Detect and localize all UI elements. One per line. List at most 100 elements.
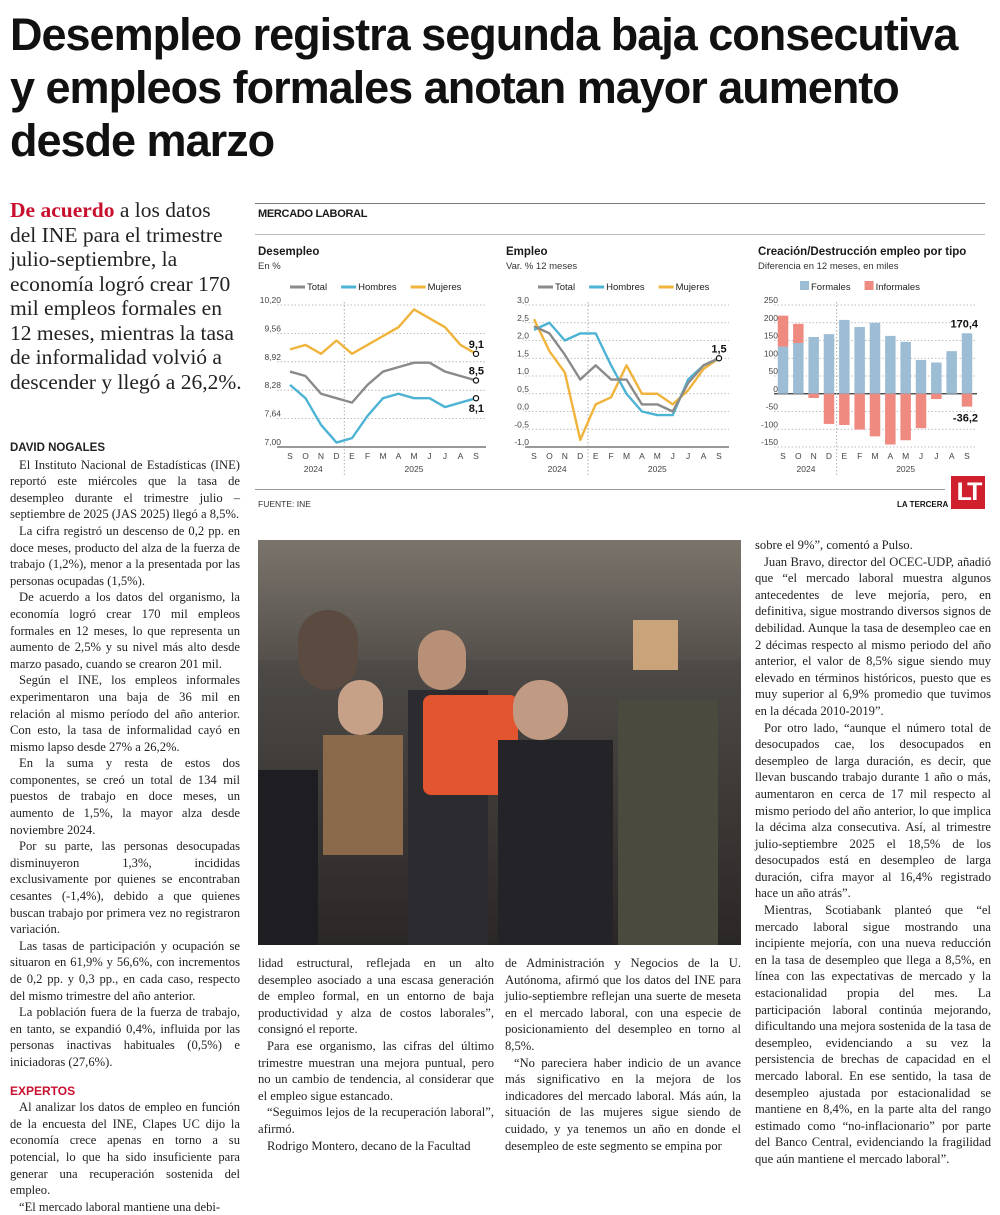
x-tick-label: M xyxy=(871,451,878,461)
x-tick-label: M xyxy=(902,451,909,461)
bar-formales xyxy=(823,334,835,394)
y-tick-label: 0 xyxy=(773,384,778,394)
line-hombres xyxy=(533,321,720,417)
y-tick-label: 2,5 xyxy=(517,313,529,323)
x-tick-label: O xyxy=(546,451,553,461)
chart-desempleo: Total Hombres Mujeres 7,00 7,64 8,28 8,92 9,56 1… xyxy=(260,282,486,476)
x-tick-label: O xyxy=(302,451,309,461)
bar-informales xyxy=(885,393,896,445)
x-tick-label: M xyxy=(379,451,386,461)
x-tick-label: D xyxy=(333,451,339,461)
paragraph: Al analizar los datos de empleo en funci… xyxy=(10,1100,240,1198)
intro-deck: De acuerdo a los datos del INE para el t… xyxy=(10,198,242,394)
bar-informales xyxy=(793,323,804,343)
data-label-informales: -36,2 xyxy=(953,413,978,425)
paragraph: lidad estructural, reflejada en un alto … xyxy=(258,956,494,1037)
x-tick-label: S xyxy=(964,451,970,461)
paragraph: La población fuera de la fuerza de traba… xyxy=(10,1005,240,1069)
x-tick-label: E xyxy=(841,451,847,461)
paragraph: En la suma y resta de estos dos componen… xyxy=(10,756,240,837)
bar-formales xyxy=(777,346,789,394)
paragraph: Según el INE, los empleos informales exp… xyxy=(10,673,240,754)
chart-desempleo-title: Desempleo xyxy=(258,246,320,258)
paragraph: “Seguimos lejos de la recuperación labor… xyxy=(258,1105,494,1136)
infographic-divider xyxy=(255,234,985,235)
legend-label: Mujeres xyxy=(676,282,710,293)
y-tick-label: -50 xyxy=(766,402,779,412)
y-tick-label: -1,0 xyxy=(514,437,529,447)
bar-informales xyxy=(823,393,835,424)
bar-formales xyxy=(793,342,804,394)
subhead-expertos: EXPERTOS xyxy=(10,1083,76,1098)
chart-desempleo-subtitle: En % xyxy=(258,261,281,272)
paragraph: sobre el 9%”, comentó a Pulso. xyxy=(755,538,913,552)
paragraph: Las tasas de participación y ocupación s… xyxy=(10,938,240,1003)
brand-name: LA TERCERA xyxy=(897,500,949,509)
x-tick-label: F xyxy=(608,451,613,461)
bar-formales xyxy=(854,327,865,394)
x-tick-label: A xyxy=(701,451,707,461)
x-tick-label: A xyxy=(639,451,645,461)
paragraph: de Administración y Negocios de la U. Au… xyxy=(505,956,741,1053)
bar-informales xyxy=(869,393,881,437)
bar-formales xyxy=(946,351,957,394)
x-tick-label: N xyxy=(318,451,324,461)
bar-informales xyxy=(931,393,942,400)
paragraph: “El mercado laboral mantiene una debi- xyxy=(19,1199,221,1214)
paragraph: Juan Bravo, director del OCEC-UDP, añadi… xyxy=(755,554,991,718)
end-marker-hombres xyxy=(472,394,480,402)
line-mujeres xyxy=(289,308,477,356)
x-tick-label: E xyxy=(593,451,599,461)
y-tick-label: 1,0 xyxy=(517,366,529,376)
bar-formales xyxy=(915,360,927,394)
legend-label: Total xyxy=(555,282,575,293)
article-column-2: lidad estructural, reflejada en un alto … xyxy=(258,955,494,1154)
x-tick-label: O xyxy=(795,451,802,461)
year-label: 2024 xyxy=(304,464,323,474)
chart-empleo-title: Empleo xyxy=(506,246,548,258)
y-tick-label: 200 xyxy=(764,313,778,323)
x-tick-label: D xyxy=(577,451,583,461)
line-total xyxy=(289,361,477,404)
chart-empleo-subtitle: Var. % 12 meses xyxy=(506,261,578,272)
bar-formales xyxy=(961,333,973,394)
bar-formales xyxy=(869,322,881,394)
year-label: 2025 xyxy=(405,464,424,474)
x-tick-label: J xyxy=(427,451,431,461)
x-tick-label: S xyxy=(780,451,786,461)
y-tick-label: 8,28 xyxy=(264,380,281,390)
end-marker-mujeres xyxy=(472,350,480,358)
infographic-section: MERCADO LABORAL xyxy=(258,208,368,220)
x-tick-label: F xyxy=(857,451,862,461)
data-label-hombres: 8,1 xyxy=(469,403,484,415)
legend-label: Formales xyxy=(811,282,851,293)
x-tick-label: J xyxy=(671,451,675,461)
source-note: FUENTE: INE xyxy=(258,499,311,509)
infographic-bottom-rule xyxy=(255,489,945,490)
news-photo-crowd xyxy=(258,540,741,945)
y-tick-label: 250 xyxy=(764,295,778,305)
bar-informales xyxy=(915,393,927,429)
data-label-total: 8,5 xyxy=(469,365,484,377)
byline: DAVID NOGALES xyxy=(10,442,105,454)
x-tick-label: S xyxy=(531,451,537,461)
line-hombres xyxy=(289,383,477,444)
y-tick-label: 2,0 xyxy=(517,331,529,341)
paragraph: Por otro lado, “aunque el número total d… xyxy=(755,720,991,901)
year-label: 2024 xyxy=(797,464,816,474)
x-tick-label: S xyxy=(287,451,293,461)
bar-formales xyxy=(885,335,896,394)
paragraph: El Instituto Nacional de Estadísticas (I… xyxy=(10,457,240,522)
infographic-top-rule xyxy=(255,203,985,204)
bar-informales xyxy=(777,315,789,347)
intro-text: a los datos del INE para el trimestre ju… xyxy=(10,198,242,394)
y-tick-label: 10,20 xyxy=(260,295,282,305)
headline: Desempleo registra segunda baja consecut… xyxy=(10,9,958,166)
year-label: 2024 xyxy=(548,464,567,474)
x-tick-label: J xyxy=(934,451,938,461)
line-total xyxy=(533,325,720,413)
x-tick-label: N xyxy=(811,451,817,461)
line-mujeres xyxy=(532,318,720,442)
bar-formales xyxy=(931,362,942,394)
bar-informales xyxy=(961,393,973,407)
